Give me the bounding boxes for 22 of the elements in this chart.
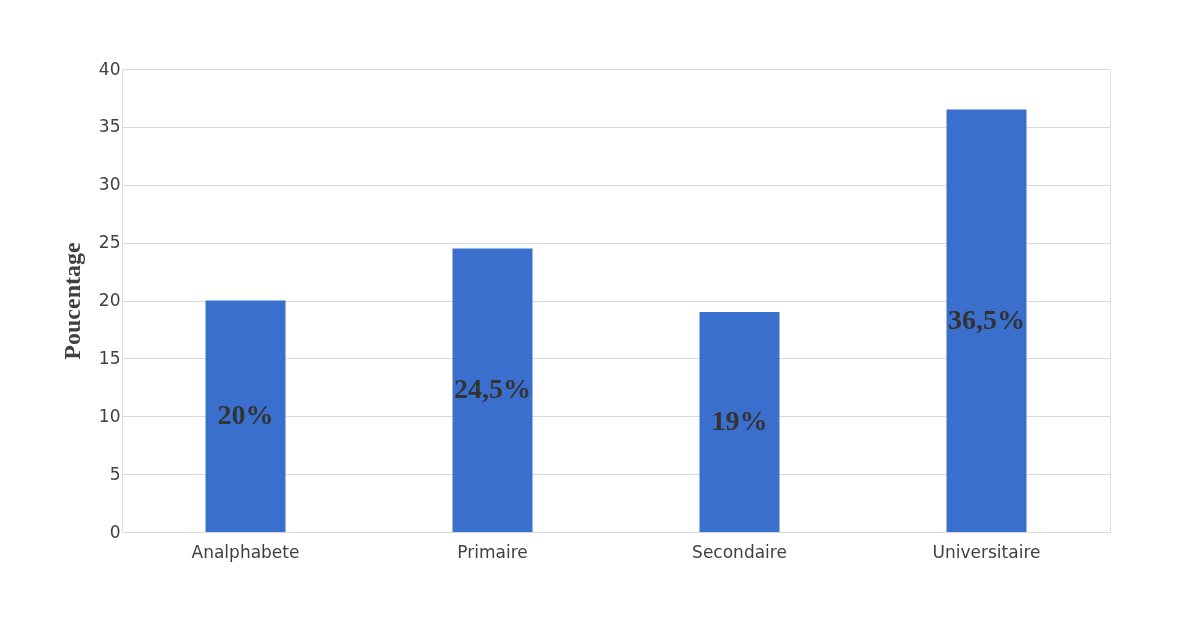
x-tick-label: Secondaire xyxy=(692,541,787,562)
y-tick-label: 25 xyxy=(98,232,121,253)
y-tick-label: 0 xyxy=(109,521,121,542)
data-label: 19% xyxy=(711,405,768,437)
y-tick-label: 40 xyxy=(98,58,121,79)
y-tick-label: 5 xyxy=(109,463,121,484)
y-tick-label: 35 xyxy=(98,116,121,137)
y-axis-title: Poucentage xyxy=(58,242,85,360)
bar xyxy=(205,300,286,532)
y-tick-label: 20 xyxy=(98,290,121,310)
x-tick-label: Universitaire xyxy=(932,541,1041,562)
data-label: 24,5% xyxy=(454,373,531,405)
x-tick-label: Analphabete xyxy=(191,541,300,562)
bar xyxy=(699,312,780,532)
bar xyxy=(946,109,1027,532)
y-tick-label: 15 xyxy=(98,347,121,368)
data-label: 20% xyxy=(217,399,274,431)
bar xyxy=(452,248,533,532)
data-label: 36,5% xyxy=(948,303,1025,335)
x-tick-label: Primaire xyxy=(457,541,528,562)
y-tick-label: 30 xyxy=(98,174,121,195)
y-tick-label: 10 xyxy=(98,405,121,426)
